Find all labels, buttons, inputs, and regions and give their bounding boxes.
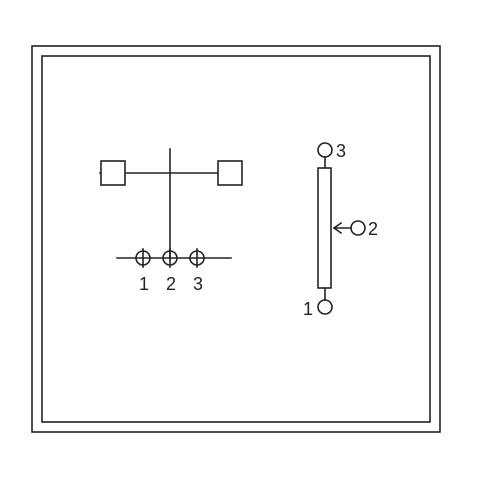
right-pin-label-2: 2 xyxy=(368,220,378,238)
left-pin-label-3: 3 xyxy=(193,275,203,293)
left-pin-label-1: 1 xyxy=(139,275,149,293)
diagram-canvas: 1 2 3 1 2 3 xyxy=(0,0,500,500)
diagram-svg xyxy=(0,0,500,500)
right-pin-label-1: 1 xyxy=(303,300,313,318)
right-pin-label-3: 3 xyxy=(336,142,346,160)
left-pin-label-2: 2 xyxy=(166,275,176,293)
